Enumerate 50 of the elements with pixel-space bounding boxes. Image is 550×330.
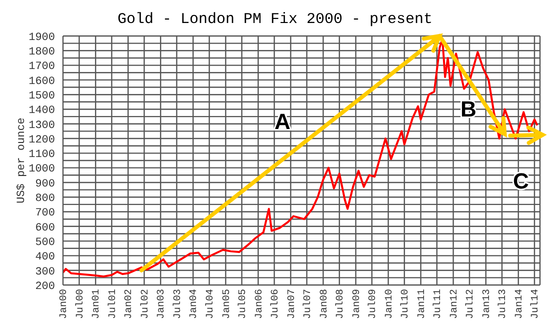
y-tick-label: 1200 — [28, 134, 55, 146]
x-tick-label: Jan03 — [156, 289, 168, 320]
x-tick-label: Jan11 — [416, 289, 428, 320]
x-tick-label: Jan00 — [59, 289, 70, 320]
x-tick-label: Jan06 — [254, 289, 266, 320]
x-tick-label: Jan04 — [189, 289, 200, 320]
x-tick-label: Jul06 — [269, 289, 282, 320]
y-tick-label: 400 — [35, 252, 55, 264]
y-tick-label: 200 — [35, 280, 55, 293]
x-tick-label: Jan07 — [286, 289, 298, 320]
y-tick-label: 700 — [35, 208, 55, 220]
chart-title: Gold - London PM Fix 2000 - present — [116, 10, 434, 30]
x-tick-label: Jan05 — [222, 289, 233, 320]
x-tick-label: Jul03 — [172, 289, 184, 320]
x-tick-label: Jul04 — [204, 289, 216, 320]
y-tick-label: 1400 — [28, 105, 55, 118]
y-tick-label: 1100 — [28, 149, 55, 162]
x-tick-label: Jul05 — [236, 289, 249, 320]
x-tick-label: Jan10 — [384, 289, 396, 320]
x-tick-label: Jul08 — [334, 289, 346, 320]
x-tick-label: Jul13 — [497, 289, 510, 320]
x-tick-label: Jan14 — [514, 289, 526, 320]
x-tick-label: Jul07 — [302, 289, 314, 320]
x-tick-label: Jan08 — [319, 289, 330, 320]
y-tick-label: 1000 — [28, 164, 55, 176]
x-tick-label: Jan01 — [92, 289, 103, 320]
x-tick-label: Jul14 — [530, 289, 542, 320]
x-tick-label: Jan09 — [352, 289, 363, 320]
y-tick-label: 1600 — [28, 76, 55, 88]
x-tick-label: Jul12 — [464, 289, 477, 320]
y-tick-label: 1800 — [28, 46, 55, 59]
x-tick-label: Jul02 — [139, 289, 152, 320]
x-tick-label: Jan12 — [449, 289, 460, 320]
y-tick-label: 1900 — [28, 32, 55, 44]
y-tick-label: 800 — [35, 193, 55, 206]
x-tick-label: Jul09 — [366, 289, 379, 320]
y-tick-label: 600 — [35, 222, 55, 234]
y-tick-label: 1500 — [28, 90, 55, 102]
y-tick-label: 1300 — [28, 120, 55, 132]
y-axis-title: US$ per ounce — [16, 118, 28, 204]
x-tick-label: Jul10 — [399, 289, 412, 320]
x-tick-label: Jul01 — [106, 289, 119, 320]
y-tick-label: 300 — [35, 266, 55, 278]
y-tick-label: 900 — [35, 178, 55, 190]
x-tick-label: Jan13 — [482, 289, 493, 320]
y-tick-label: 1700 — [28, 61, 55, 74]
x-tick-label: Jul00 — [74, 289, 86, 320]
x-tick-label: Jul11 — [432, 289, 444, 320]
x-tick-label: Jan02 — [124, 289, 136, 320]
y-tick-label: 500 — [35, 236, 55, 249]
